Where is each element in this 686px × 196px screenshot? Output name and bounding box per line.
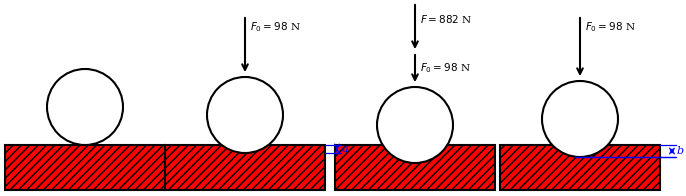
Circle shape <box>47 69 123 145</box>
Text: $F = 882$ N: $F = 882$ N <box>420 13 473 25</box>
Bar <box>335 145 495 190</box>
Bar <box>5 145 165 190</box>
Circle shape <box>377 87 453 163</box>
Text: b: b <box>677 146 684 156</box>
Text: $F_0 = 98$ N: $F_0 = 98$ N <box>585 20 636 34</box>
Circle shape <box>542 81 618 157</box>
Bar <box>165 145 325 190</box>
Text: $F_0 = 98$ N: $F_0 = 98$ N <box>250 20 300 34</box>
Bar <box>500 145 660 190</box>
Circle shape <box>207 77 283 153</box>
Text: D: D <box>64 86 73 95</box>
Text: a: a <box>342 144 348 154</box>
Text: $F_0 = 98$ N: $F_0 = 98$ N <box>420 62 471 75</box>
